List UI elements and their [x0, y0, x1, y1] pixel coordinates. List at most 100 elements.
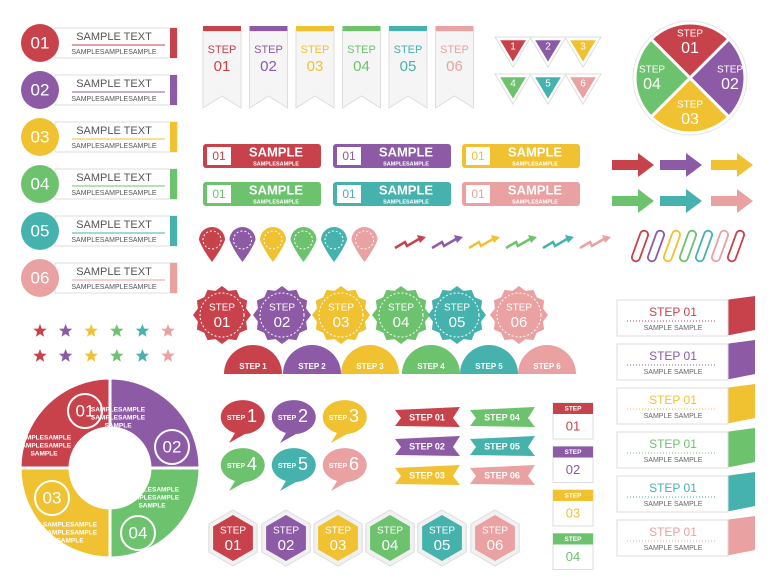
ribbon	[470, 465, 535, 485]
label: STEP 01	[649, 305, 697, 319]
banner-strip	[249, 26, 288, 31]
card-tab	[725, 516, 755, 556]
label: 06	[511, 314, 528, 331]
label: SAMPLESAMPLE	[253, 199, 299, 205]
list-circle	[21, 212, 59, 250]
hexagon	[475, 515, 515, 561]
ribbon	[395, 407, 460, 427]
label: STEP	[328, 303, 354, 314]
label: STEP	[388, 303, 414, 314]
triangle	[530, 74, 566, 104]
badge-dash	[318, 292, 364, 338]
list-box	[54, 215, 178, 247]
card	[616, 343, 729, 381]
label: 01	[681, 40, 699, 57]
label: 05	[449, 314, 466, 331]
label: STEP 01	[649, 349, 697, 363]
star	[58, 324, 73, 337]
label: 01	[471, 187, 485, 201]
triangle-outline	[494, 36, 532, 68]
badge	[312, 286, 370, 344]
label: 4	[247, 454, 257, 474]
pin-dash	[355, 230, 374, 250]
label: SAMPLESAMPLE	[43, 530, 98, 537]
label: STEP	[278, 463, 297, 470]
arrow	[612, 189, 654, 213]
calendar-top	[553, 533, 593, 545]
bar	[462, 182, 580, 206]
label: 1	[247, 406, 257, 426]
quad-ring	[632, 20, 748, 136]
label: 04	[129, 523, 148, 542]
list-tab	[170, 122, 177, 152]
bubble	[322, 400, 367, 443]
label: STEP 6	[533, 362, 561, 371]
triangle-outline	[564, 36, 602, 68]
label: 01	[471, 149, 485, 163]
label: 01	[31, 33, 50, 52]
paper-clip	[630, 229, 650, 263]
star	[33, 349, 47, 362]
label: 03	[43, 488, 62, 507]
pin	[290, 227, 317, 262]
star	[110, 349, 124, 362]
label: SAMPLE	[56, 538, 84, 545]
label: STEP 01	[649, 393, 697, 407]
label: SAMPLESAMPLE	[512, 199, 558, 205]
bubble	[322, 448, 367, 491]
label: STEP	[278, 415, 297, 422]
label: 02	[163, 437, 182, 456]
triangle-outline	[529, 73, 567, 105]
label: STEP	[506, 303, 532, 314]
bubble	[220, 400, 265, 443]
badge	[253, 286, 311, 344]
label: 3	[349, 406, 359, 426]
label: STEP 04	[484, 412, 520, 422]
triangle-outline	[564, 73, 602, 105]
banner-strip	[296, 26, 334, 31]
label: STEP	[347, 44, 376, 56]
star	[161, 324, 175, 337]
label: STEP	[273, 526, 299, 537]
list-box	[54, 27, 178, 59]
triangle-outline	[494, 73, 532, 105]
pin	[199, 227, 225, 262]
label: SAMPLE SAMPLE	[644, 501, 703, 508]
bar-number-box	[207, 185, 231, 203]
pin-dash	[324, 230, 344, 250]
label: STEP 05	[484, 441, 520, 451]
zigzag-arrow	[579, 237, 605, 250]
label: 01	[212, 187, 226, 201]
label: SAMPLE TEXT	[76, 219, 152, 231]
calendar-top	[553, 403, 593, 414]
label: 03	[566, 505, 580, 520]
quad-sector	[633, 36, 693, 120]
label: STEP	[565, 536, 583, 543]
list-circle	[21, 118, 59, 156]
label: STEP	[329, 415, 348, 422]
label: STEP	[482, 526, 508, 537]
label: SAMPLE	[30, 451, 58, 458]
label: STEP 2	[298, 362, 326, 371]
bar	[462, 144, 580, 168]
label: 05	[434, 537, 451, 554]
label: SAMPLESAMPLE	[383, 161, 429, 167]
label: 01	[212, 149, 226, 163]
paper-clip	[646, 229, 666, 263]
hexagon	[422, 515, 462, 561]
list-tab	[170, 75, 177, 105]
label: STEP 06	[484, 470, 520, 480]
zigzag-arrow	[431, 237, 457, 250]
triangle	[565, 74, 601, 104]
label: SAMPLE TEXT	[76, 78, 152, 90]
label: SAMPLESAMPLE	[17, 443, 72, 450]
bubble	[220, 448, 265, 491]
label: SAMPLE SAMPLE	[644, 325, 703, 332]
label: 01	[342, 149, 356, 163]
badge	[428, 286, 486, 344]
label: 04	[643, 76, 661, 93]
label: 02	[278, 537, 295, 554]
label: 04	[31, 174, 50, 193]
label: SAMPLE TEXT	[76, 125, 152, 137]
label: SAMPLE SAMPLE	[644, 413, 703, 420]
